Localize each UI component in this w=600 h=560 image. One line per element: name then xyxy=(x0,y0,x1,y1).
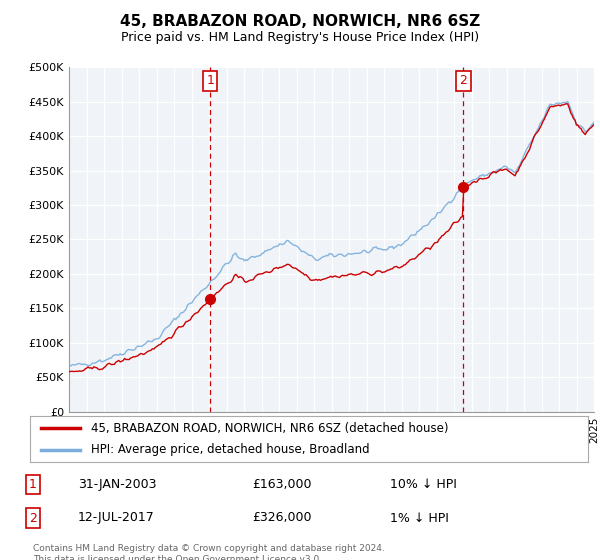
Text: Price paid vs. HM Land Registry's House Price Index (HPI): Price paid vs. HM Land Registry's House … xyxy=(121,31,479,44)
Text: 31-JAN-2003: 31-JAN-2003 xyxy=(78,478,157,491)
Text: 10% ↓ HPI: 10% ↓ HPI xyxy=(390,478,457,491)
Text: 12-JUL-2017: 12-JUL-2017 xyxy=(78,511,155,525)
Text: HPI: Average price, detached house, Broadland: HPI: Average price, detached house, Broa… xyxy=(91,443,370,456)
Text: 45, BRABAZON ROAD, NORWICH, NR6 6SZ: 45, BRABAZON ROAD, NORWICH, NR6 6SZ xyxy=(120,14,480,29)
Text: £163,000: £163,000 xyxy=(252,478,311,491)
Text: 2: 2 xyxy=(460,74,467,87)
Text: 45, BRABAZON ROAD, NORWICH, NR6 6SZ (detached house): 45, BRABAZON ROAD, NORWICH, NR6 6SZ (det… xyxy=(91,422,449,435)
Text: 1% ↓ HPI: 1% ↓ HPI xyxy=(390,511,449,525)
Text: 2: 2 xyxy=(29,511,37,525)
Text: 1: 1 xyxy=(206,74,214,87)
Text: Contains HM Land Registry data © Crown copyright and database right 2024.
This d: Contains HM Land Registry data © Crown c… xyxy=(33,544,385,560)
Text: 1: 1 xyxy=(29,478,37,491)
Text: £326,000: £326,000 xyxy=(252,511,311,525)
